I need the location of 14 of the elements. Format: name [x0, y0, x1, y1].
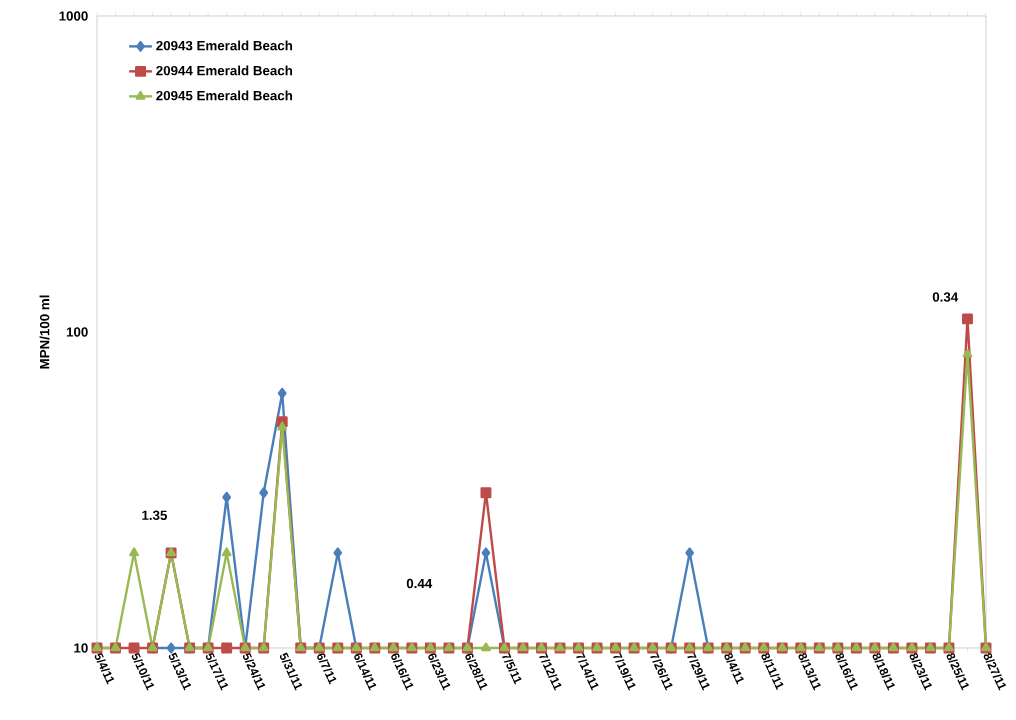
annotation: 1.35: [142, 510, 168, 521]
annotation: 0.44: [406, 578, 433, 589]
x-tick-label: 6/7/11: [317, 653, 337, 685]
y-axis-title: MPN/100 ml: [39, 295, 50, 369]
x-tick-label: 7/5/11: [502, 652, 522, 685]
y-tick-label: 10: [74, 643, 88, 653]
legend-label: 20944 Emerald Beach: [156, 65, 293, 76]
legend-label: 20945 Emerald Beach: [156, 90, 293, 101]
y-tick-label: 1000: [59, 11, 88, 21]
legend-label: 20943 Emerald Beach: [156, 40, 293, 51]
x-tick-label: 5/4/11: [94, 652, 115, 685]
annotation: 0.34: [932, 292, 959, 302]
y-tick-label: 100: [66, 327, 88, 337]
x-tick-label: 8/4/11: [724, 652, 744, 685]
